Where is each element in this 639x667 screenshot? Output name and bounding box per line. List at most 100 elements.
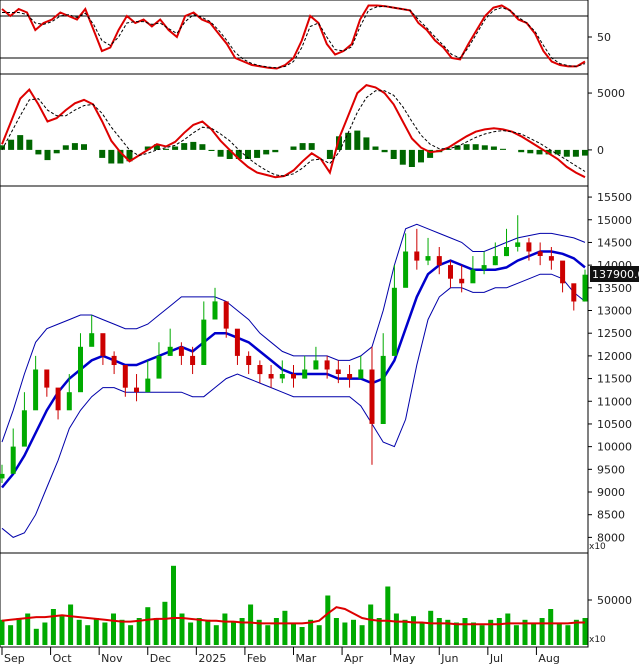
macd-axis-tick-label: 0	[597, 144, 604, 157]
volume-bar	[59, 616, 65, 645]
candle-body	[313, 360, 319, 370]
volume-bar	[76, 619, 82, 645]
macd-histogram-bar	[454, 145, 461, 150]
price-axis-tick-label: 13500	[597, 282, 632, 295]
price-axis-tick-label: 15500	[597, 191, 632, 204]
candle-body	[425, 256, 431, 261]
macd-histogram-bar	[527, 149, 534, 154]
volume-bar	[565, 625, 571, 645]
candle-body	[358, 369, 364, 379]
price-axis-tick-label: 13000	[597, 305, 632, 318]
volume-bar	[548, 609, 554, 645]
price-axis-tick-label: 10500	[597, 418, 632, 431]
volume-bar	[402, 619, 408, 645]
macd-histogram-bar	[199, 144, 206, 150]
price-axis-tick-label: 12500	[597, 327, 632, 340]
volume-bar	[308, 619, 314, 645]
volume-bar	[471, 622, 476, 645]
volume-bar	[102, 622, 108, 645]
volume-bar	[256, 619, 262, 645]
x-axis-month-label: Apr	[344, 652, 364, 665]
candle-body	[560, 260, 566, 284]
volume-bar	[505, 613, 511, 645]
x-axis-month-label: Nov	[101, 652, 123, 665]
price-axis-tick-label: 15000	[597, 214, 632, 227]
x-axis-month-label: Jun	[440, 652, 458, 665]
price-axis-tick-label: 9000	[597, 486, 625, 499]
candle-body	[291, 374, 296, 379]
candle-body	[201, 319, 207, 365]
macd-histogram-bar	[427, 149, 434, 158]
candle-body	[515, 242, 521, 247]
x-axis-month-label: Aug	[538, 652, 559, 665]
price-axis-tick-label: 9500	[597, 463, 625, 476]
candle-body	[257, 365, 263, 375]
candle-body	[481, 265, 487, 270]
price-panel: 8000 8500 9000 9500 10000 10500 11000 11500 1200…	[0, 185, 639, 554]
volume-bar	[282, 610, 288, 645]
macd-histogram-bar	[0, 145, 5, 150]
volume-bar	[205, 619, 211, 645]
candle-body	[167, 346, 173, 356]
price-axis-tick-label: 14500	[597, 236, 632, 249]
macd-histogram-bar	[190, 141, 197, 150]
candle-body	[347, 374, 353, 379]
volume-bar	[33, 628, 39, 645]
price-axis-tick-label: 11500	[597, 373, 632, 386]
volume-bar	[213, 625, 219, 645]
macd-histogram-bar	[572, 149, 579, 157]
volume-bar	[291, 622, 296, 645]
macd-histogram-bar	[26, 139, 33, 150]
candle-body	[156, 355, 162, 379]
candle-body	[44, 369, 50, 388]
volume-bar	[239, 618, 245, 645]
volume-bar	[462, 618, 468, 645]
macd-histogram-bar	[408, 149, 415, 167]
x-axis-month-label: Oct	[53, 652, 73, 665]
candle-body	[78, 346, 83, 393]
volume-bar	[136, 618, 142, 645]
x-axis-month-label: Dec	[150, 652, 171, 665]
candle-body	[324, 360, 330, 370]
macd-histogram-bar	[181, 143, 188, 150]
volume-bar	[128, 625, 134, 645]
volume-bar	[316, 625, 322, 645]
candle-body	[537, 251, 543, 256]
candle-body	[0, 473, 5, 479]
volume-bar	[248, 604, 254, 645]
candle-body	[436, 256, 442, 266]
volume-bar	[299, 627, 305, 645]
macd-histogram-bar	[17, 135, 24, 150]
macd-histogram-bar	[172, 146, 179, 150]
macd-histogram-bar	[208, 149, 215, 151]
x-axis-month-label: 2025	[198, 652, 226, 665]
volume-panel: 50000 x10	[0, 552, 632, 648]
macd-histogram-bar	[71, 143, 78, 150]
volume-bar	[196, 618, 202, 645]
x-axis-month-label: Sep	[4, 652, 25, 665]
x-axis-month-label: Feb	[247, 652, 266, 665]
volume-bar	[428, 610, 434, 645]
macd-histogram-bar	[126, 149, 133, 162]
volume-bar	[68, 604, 74, 645]
volume-bar	[522, 619, 528, 645]
macd-histogram-bar	[381, 149, 388, 153]
macd-histogram-bar	[44, 149, 51, 161]
volume-bar	[16, 618, 22, 645]
macd-axis-tick-label: 5000	[597, 87, 625, 100]
volume-bar	[93, 618, 99, 645]
macd-histogram-bar	[445, 148, 452, 150]
volume-bar	[453, 622, 459, 645]
volume-bar	[231, 622, 236, 645]
stochastic-d-line	[2, 5, 586, 69]
price-axis-tick-label: 10000	[597, 441, 632, 454]
candle-body	[403, 251, 409, 288]
price-axis-tick-label: 11000	[597, 395, 632, 408]
candle-body	[571, 283, 577, 302]
last-price-tag: 137900.0	[590, 266, 639, 282]
macd-histogram-bar	[272, 149, 279, 153]
candle-body	[246, 355, 252, 365]
volume-bar	[556, 622, 562, 645]
candle-body	[335, 369, 341, 374]
